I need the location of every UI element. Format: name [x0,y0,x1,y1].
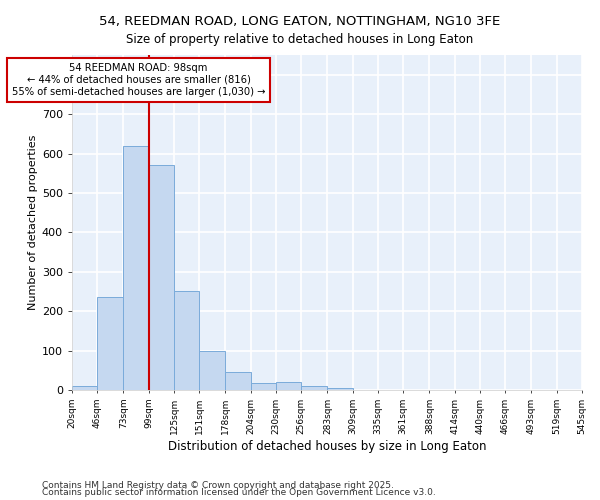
Bar [301,386,328,390]
Bar [174,290,199,390]
Bar [251,382,276,390]
Bar [149,166,174,390]
Bar [328,388,353,390]
Y-axis label: Number of detached properties: Number of detached properties [28,135,38,310]
Text: 54, REEDMAN ROAD, LONG EATON, NOTTINGHAM, NG10 3FE: 54, REEDMAN ROAD, LONG EATON, NOTTINGHAM… [100,15,500,28]
Text: 54 REEDMAN ROAD: 98sqm
← 44% of detached houses are smaller (816)
55% of semi-de: 54 REEDMAN ROAD: 98sqm ← 44% of detached… [12,64,265,96]
Text: Size of property relative to detached houses in Long Eaton: Size of property relative to detached ho… [127,32,473,46]
Bar [276,382,301,390]
Bar [72,386,97,390]
Text: Contains public sector information licensed under the Open Government Licence v3: Contains public sector information licen… [42,488,436,497]
X-axis label: Distribution of detached houses by size in Long Eaton: Distribution of detached houses by size … [168,440,486,452]
Bar [226,372,251,390]
Bar [124,146,149,390]
Bar [199,351,226,390]
Bar [97,298,124,390]
Text: Contains HM Land Registry data © Crown copyright and database right 2025.: Contains HM Land Registry data © Crown c… [42,480,394,490]
